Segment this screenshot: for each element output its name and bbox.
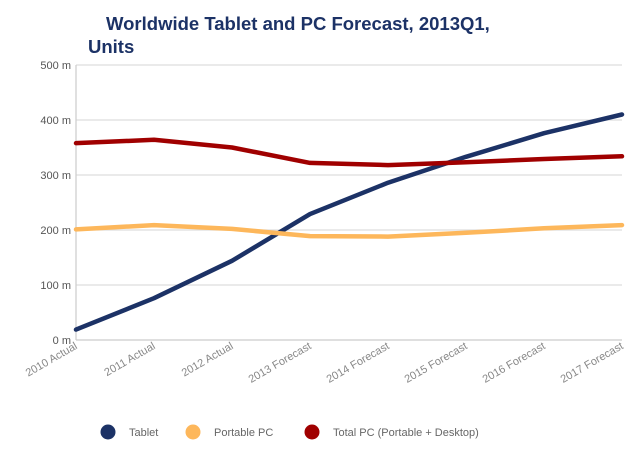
gridlines xyxy=(75,64,622,341)
y-tick-label: 100 m xyxy=(40,280,71,292)
x-tick-label: 2016 Forecast xyxy=(481,340,548,386)
legend-marker xyxy=(185,424,201,440)
series-line-total-pc-portable-desktop xyxy=(73,137,625,168)
chart-title-line-2: Units xyxy=(88,36,134,57)
y-tick-label: 0 m xyxy=(53,335,71,347)
y-tick-label: 500 m xyxy=(40,60,71,72)
legend: Tablet Portable PC Total PC (Portable + De… xyxy=(100,424,479,440)
series-lines xyxy=(73,112,625,332)
x-tick-label: 2013 Forecast xyxy=(247,340,314,386)
x-tick-label: 2012 Actual xyxy=(180,340,236,379)
x-tick-label: 2011 Actual xyxy=(102,340,157,379)
legend-label: Tablet xyxy=(129,427,158,439)
x-axis: 2010 Actual 2011 Actual 2012 Actual 2013 Fo… xyxy=(24,340,626,386)
legend-marker xyxy=(100,424,116,440)
legend-label: Total PC (Portable + Desktop) xyxy=(333,427,479,439)
legend-label: Portable PC xyxy=(214,427,273,439)
series-line-tablet xyxy=(73,112,625,332)
chart-title-line-1: Worldwide Tablet and PC Forecast, 2013Q1… xyxy=(106,13,490,34)
x-tick-label: 2017 Forecast xyxy=(559,340,626,386)
legend-marker xyxy=(304,424,320,440)
x-tick-label: 2015 Forecast xyxy=(403,340,470,386)
y-axis: 0 m 100 m 200 m 300 m 400 m 500 m xyxy=(40,60,71,347)
series-line-portable-pc xyxy=(73,222,625,239)
y-tick-label: 400 m xyxy=(40,115,71,127)
x-tick-label: 2014 Forecast xyxy=(325,340,392,386)
y-tick-label: 300 m xyxy=(40,170,71,182)
x-tick-label: 2010 Actual xyxy=(24,340,80,379)
y-tick-label: 200 m xyxy=(40,225,71,237)
chart-title: Worldwide Tablet and PC Forecast, 2013Q1… xyxy=(88,13,490,57)
